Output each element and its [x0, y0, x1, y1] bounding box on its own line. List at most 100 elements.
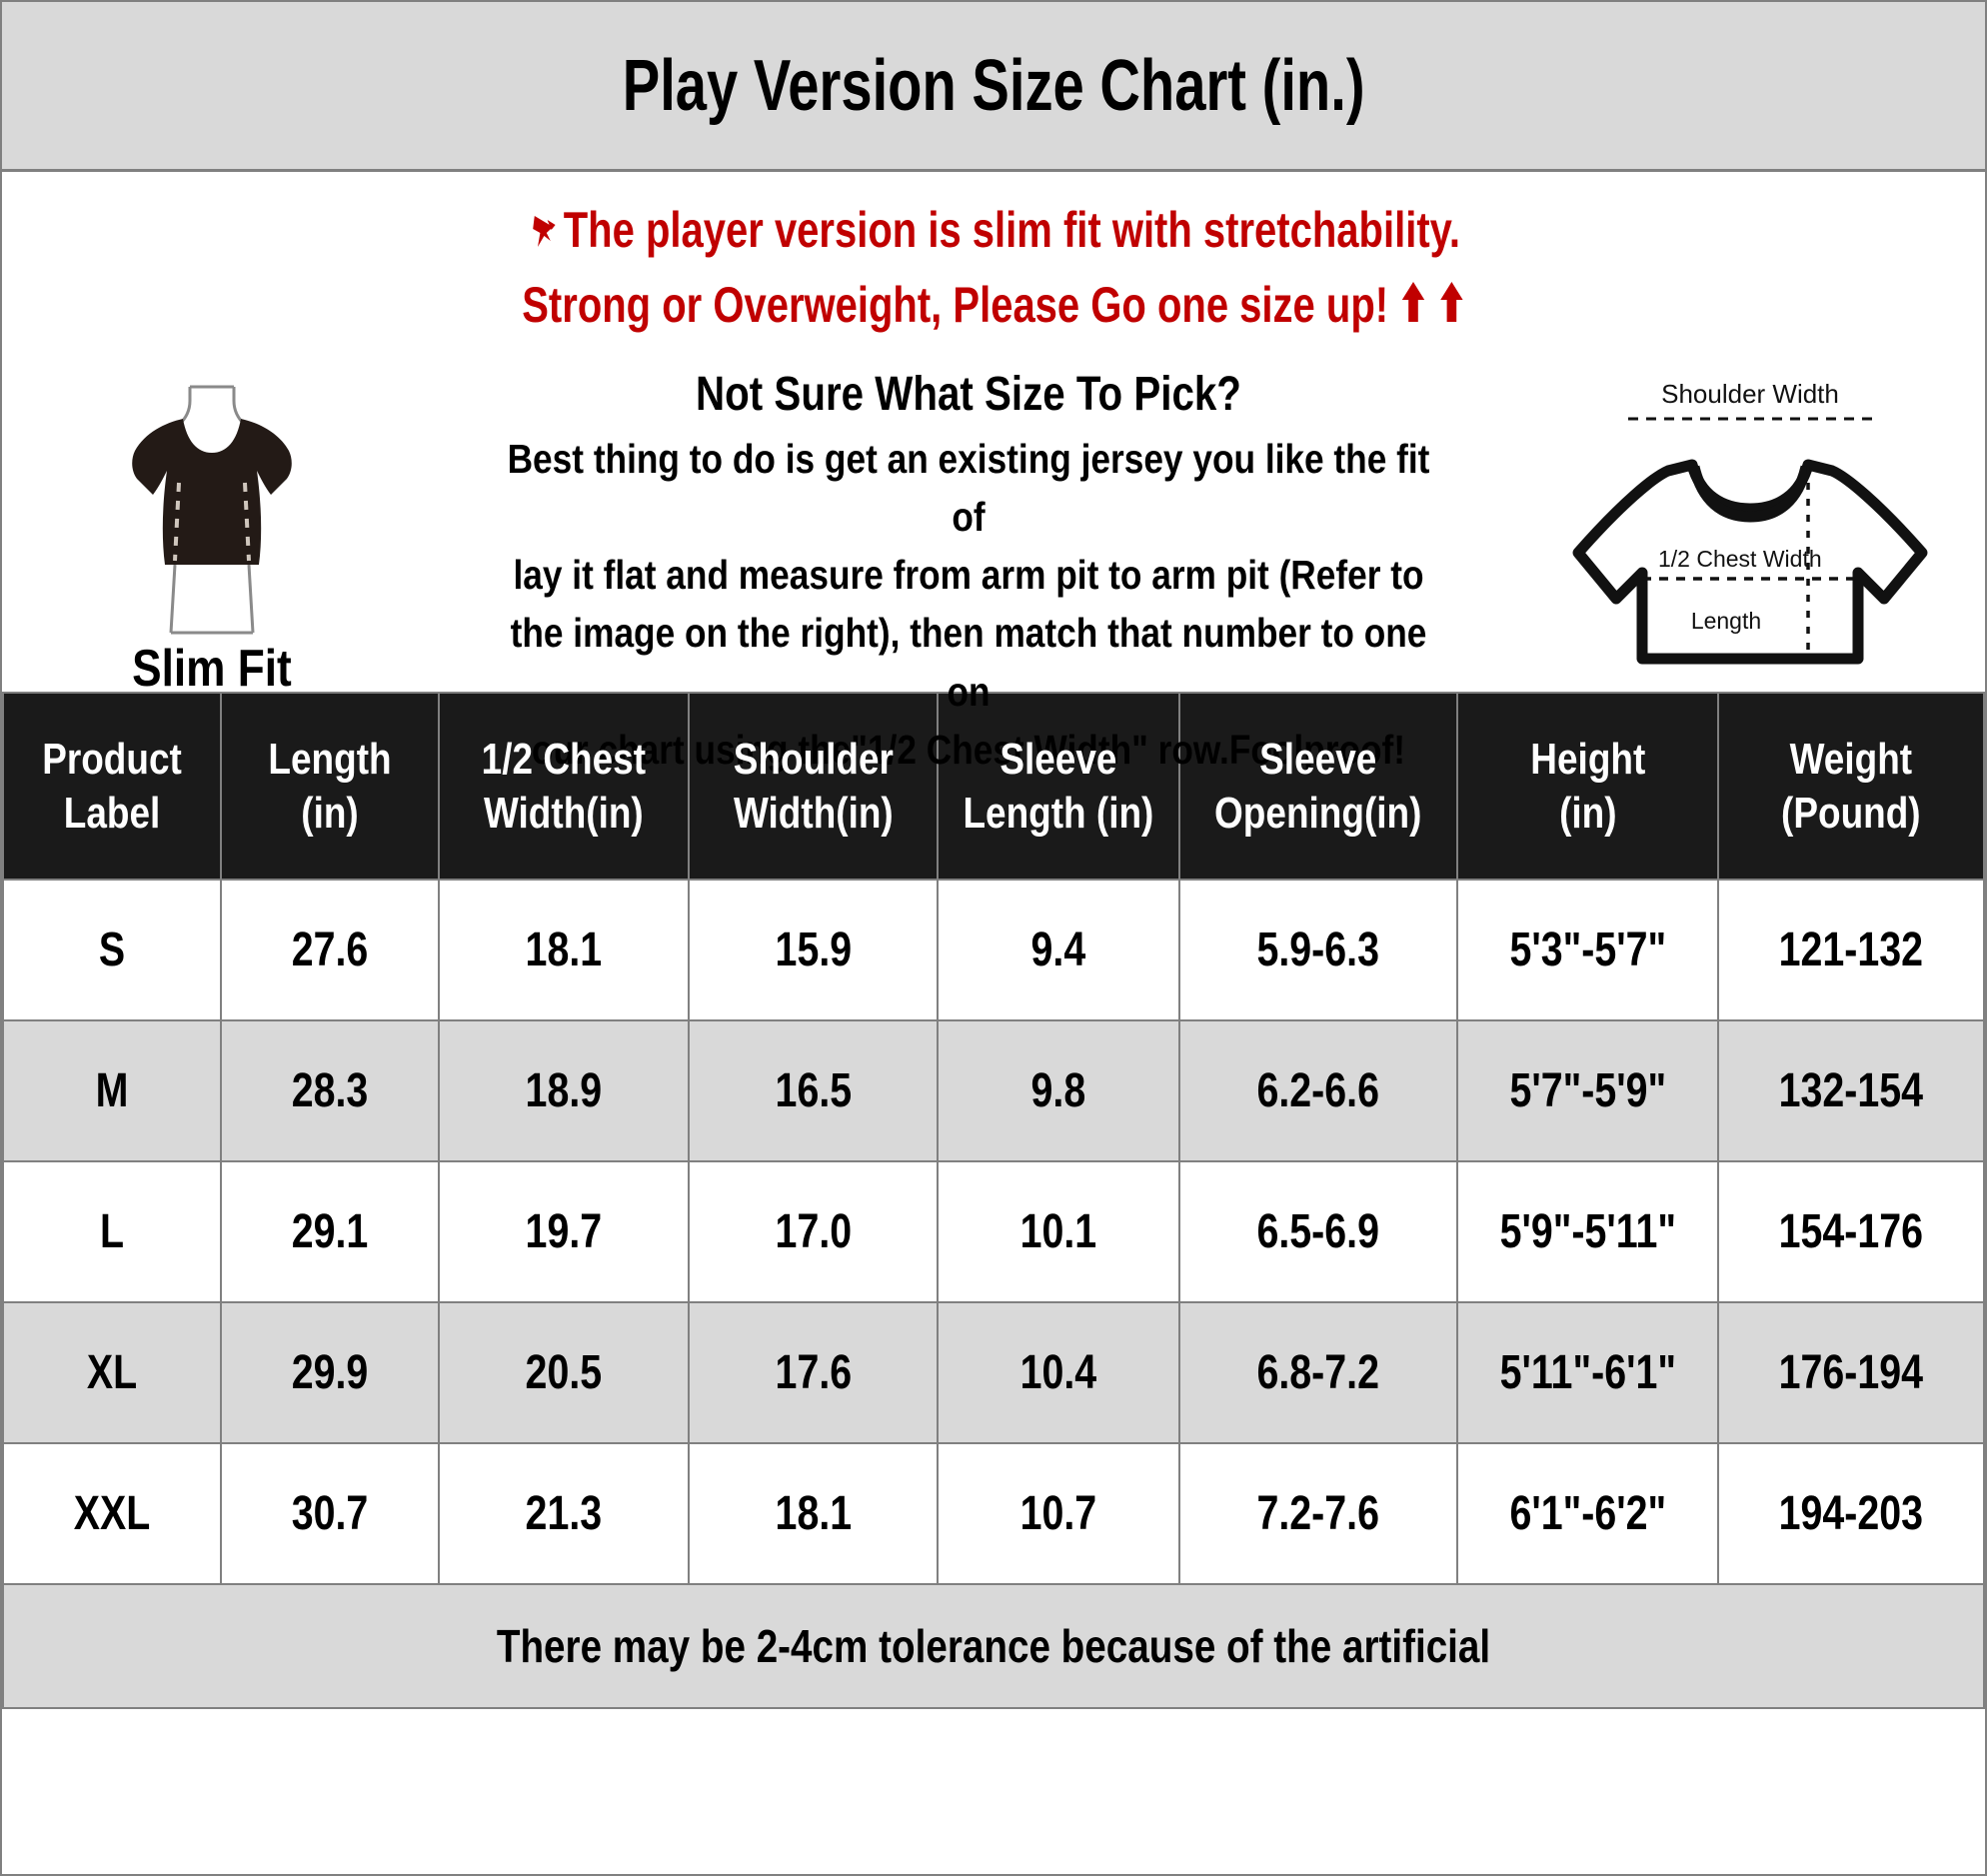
cell-sleeve-opening: 6.2-6.6: [1178, 1019, 1458, 1162]
tshirt-diagram-panel: Shoulder Width 1/2 Chest Width Length: [1515, 367, 1985, 677]
intro-columns: Slim Fit Not Sure What Size To Pick? Bes…: [2, 367, 1985, 773]
cell-text: S: [98, 923, 126, 976]
table-row: S 27.6 18.1 15.9 9.4 5.9-6.3 5'3"-5'7" 1…: [1, 879, 1985, 1021]
cell-half-chest-width: 20.5: [438, 1301, 690, 1444]
notice-line-2: Strong or Overweight, Please Go one size…: [200, 271, 1786, 340]
size-help-body-line: lay it flat and measure from arm pit to …: [513, 552, 1424, 599]
cell-text: 176-194: [1778, 1345, 1924, 1399]
cell-height: 5'11"-6'1": [1455, 1301, 1720, 1444]
tolerance-note-cell: There may be 2-4cm tolerance because of …: [2, 1583, 1985, 1709]
chart-title-band: Play Version Size Chart (in.): [0, 0, 1987, 172]
column-header-weight: Weight (Pound): [1717, 692, 1985, 881]
cell-weight: 121-132: [1717, 879, 1985, 1021]
cell-sleeve-length: 10.4: [937, 1301, 1181, 1444]
column-header-height: Height (in): [1455, 692, 1720, 881]
header-line: Length: [268, 734, 392, 784]
column-header-product-label: Product Label: [1, 692, 223, 881]
header-line: Sleeve: [999, 734, 1117, 784]
cell-text: 30.7: [291, 1486, 369, 1540]
header-line: Width(in): [484, 788, 644, 838]
cell-shoulder-width: 17.6: [687, 1301, 940, 1444]
cell-sleeve-opening: 7.2-7.6: [1178, 1442, 1458, 1585]
cell-text: 20.5: [525, 1345, 603, 1399]
length-label: Length: [1691, 608, 1761, 634]
size-help-body-line: Best thing to do is get an existing jers…: [507, 435, 1430, 540]
table-footer-row: There may be 2-4cm tolerance because of …: [2, 1583, 1985, 1709]
cell-product-label: XL: [1, 1301, 223, 1444]
size-table-container: Product Label Length (in) 1/2 Chest Widt…: [0, 692, 1987, 1876]
header-line: (in): [301, 788, 359, 838]
tolerance-note: There may be 2-4cm tolerance because of …: [496, 1620, 1491, 1672]
cell-text: 16.5: [775, 1063, 852, 1117]
header-line: Sleeve: [1259, 734, 1377, 784]
cell-text: 18.9: [525, 1063, 603, 1117]
cell-text: XXL: [73, 1486, 151, 1540]
header-line: Label: [63, 788, 161, 838]
cell-text: 21.3: [525, 1486, 603, 1540]
cell-text: 6'1"-6'2": [1509, 1486, 1666, 1540]
arrow-up-icon: [1399, 280, 1426, 331]
cell-length: 29.9: [220, 1301, 441, 1444]
header-line: (Pound): [1781, 788, 1921, 838]
cell-length: 29.1: [220, 1160, 441, 1303]
cell-sleeve-length: 10.7: [937, 1442, 1181, 1585]
tshirt-measurement-diagram-icon: Shoulder Width 1/2 Chest Width Length: [1572, 379, 1928, 665]
size-help-panel: Not Sure What Size To Pick? Best thing t…: [422, 367, 1515, 779]
slim-fit-label: Slim Fit: [132, 640, 292, 698]
size-help-heading: Not Sure What Size To Pick?: [696, 368, 1241, 421]
cell-sleeve-opening: 6.8-7.2: [1178, 1301, 1458, 1444]
size-table-body: S 27.6 18.1 15.9 9.4 5.9-6.3 5'3"-5'7" 1…: [1, 879, 1985, 1585]
notice-block: The player version is slim fit with stre…: [2, 172, 1985, 340]
table-row: M 28.3 18.9 16.5 9.8 6.2-6.6 5'7"-5'9" 1…: [1, 1019, 1985, 1162]
header-line: Opening(in): [1214, 788, 1422, 838]
cell-height: 5'7"-5'9": [1455, 1019, 1720, 1162]
notice-text-2: Strong or Overweight, Please Go one size…: [522, 277, 1389, 333]
size-table-head: Product Label Length (in) 1/2 Chest Widt…: [1, 692, 1985, 881]
cell-text: 5'11"-6'1": [1499, 1345, 1676, 1399]
page-title: Play Version Size Chart (in.): [622, 45, 1365, 126]
header-line: Shoulder: [733, 734, 894, 784]
cell-shoulder-width: 15.9: [687, 879, 940, 1021]
cell-sleeve-opening: 6.5-6.9: [1178, 1160, 1458, 1303]
notice-line-1: The player version is slim fit with stre…: [200, 196, 1786, 271]
cell-text: L: [99, 1204, 125, 1258]
notice-text-1: The player version is slim fit with stre…: [563, 202, 1461, 258]
size-help-body: Best thing to do is get an existing jers…: [507, 430, 1430, 779]
cell-text: 5'9"-5'11": [1499, 1204, 1676, 1258]
cell-text: 132-154: [1778, 1063, 1924, 1117]
cell-text: 10.1: [1020, 1204, 1097, 1258]
cell-text: 6.8-7.2: [1256, 1345, 1380, 1399]
slim-fit-mannequin-icon: [132, 385, 292, 635]
half-chest-width-label: 1/2 Chest Width: [1658, 546, 1822, 572]
table-row: XL 29.9 20.5 17.6 10.4 6.8-7.2 5'11"-6'1…: [1, 1301, 1985, 1444]
cell-length: 27.6: [220, 879, 441, 1021]
cell-half-chest-width: 18.9: [438, 1019, 690, 1162]
cell-shoulder-width: 16.5: [687, 1019, 940, 1162]
cell-length: 28.3: [220, 1019, 441, 1162]
size-help-body-line: our chart using the"1/2 Chest Width" row…: [531, 726, 1406, 773]
cell-weight: 154-176: [1717, 1160, 1985, 1303]
cell-text: 17.6: [775, 1345, 852, 1399]
cell-text: 9.4: [1031, 923, 1086, 976]
cell-text: 6.5-6.9: [1256, 1204, 1380, 1258]
cell-text: M: [95, 1063, 129, 1117]
slim-fit-panel: Slim Fit: [2, 367, 422, 699]
cell-text: 15.9: [775, 923, 852, 976]
cell-text: 194-203: [1778, 1486, 1924, 1540]
cell-text: 10.7: [1020, 1486, 1097, 1540]
intro-section: The player version is slim fit with stre…: [0, 172, 1987, 773]
header-line: Width(in): [733, 788, 894, 838]
cell-weight: 132-154: [1717, 1019, 1985, 1162]
cell-sleeve-opening: 5.9-6.3: [1178, 879, 1458, 1021]
cell-text: 28.3: [291, 1063, 369, 1117]
size-table-foot: There may be 2-4cm tolerance because of …: [2, 1583, 1985, 1709]
table-header-row: Product Label Length (in) 1/2 Chest Widt…: [1, 692, 1985, 881]
cell-weight: 194-203: [1717, 1442, 1985, 1585]
cell-text: 121-132: [1778, 923, 1924, 976]
cell-text: 29.1: [291, 1204, 369, 1258]
header-line: Product: [42, 734, 182, 784]
cell-half-chest-width: 19.7: [438, 1160, 690, 1303]
cell-half-chest-width: 18.1: [438, 879, 690, 1021]
cell-text: 5'7"-5'9": [1509, 1063, 1666, 1117]
